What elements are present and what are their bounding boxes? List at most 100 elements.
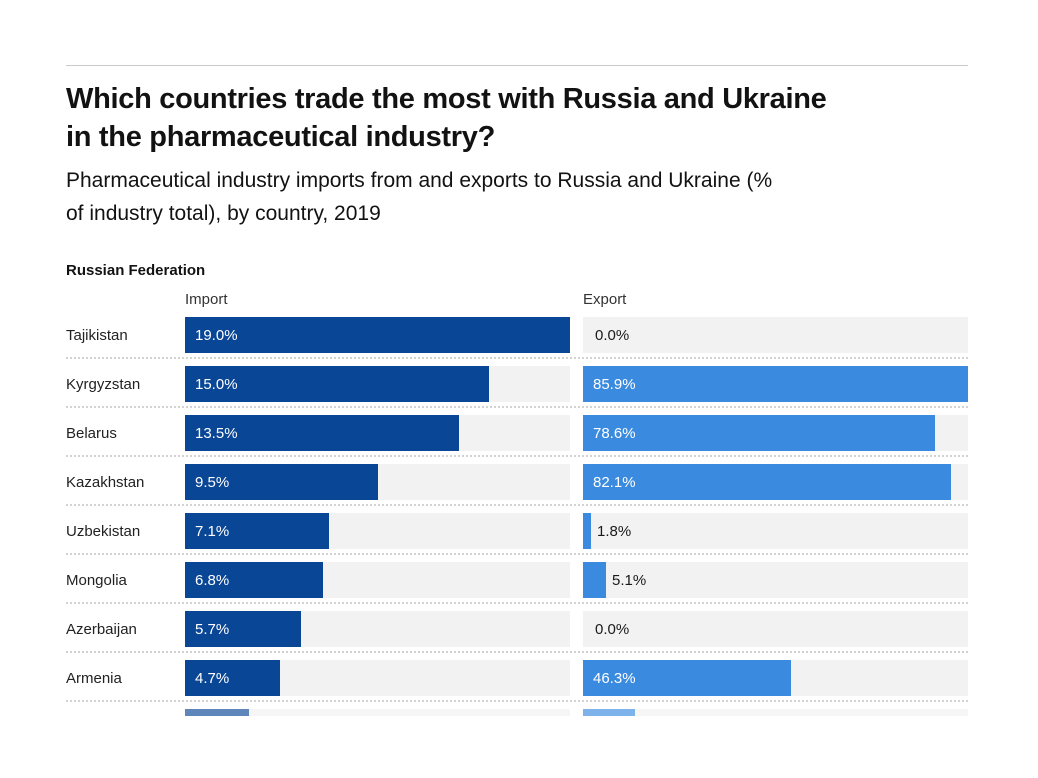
- import-bar-track: 13.5%: [185, 415, 570, 451]
- export-bar: [583, 660, 791, 696]
- clipped-country-row: [66, 709, 968, 716]
- row-separator: [66, 651, 968, 653]
- country-row: Mongolia 6.8% 5.1%: [66, 562, 968, 611]
- country-row: Kazakhstan 9.5% 82.1%: [66, 464, 968, 513]
- row-separator: [66, 504, 968, 506]
- import-bar-track: 9.5%: [185, 464, 570, 500]
- export-value-label: 1.8%: [597, 522, 632, 540]
- import-value-label: 6.8%: [195, 571, 230, 589]
- page-subtitle: Pharmaceutical industry imports from and…: [66, 164, 968, 230]
- country-label: Uzbekistan: [66, 522, 141, 540]
- export-bar-track: 82.1%: [583, 464, 968, 500]
- export-bar: [583, 366, 968, 402]
- import-bar: [185, 366, 489, 402]
- import-value-label: 19.0%: [195, 326, 238, 344]
- column-gap: [570, 415, 583, 451]
- import-bar: [185, 709, 249, 716]
- export-bar-track: 85.9%: [583, 366, 968, 402]
- export-value-label: 78.6%: [593, 424, 636, 442]
- import-bar-track: 7.1%: [185, 513, 570, 549]
- country-row: Armenia 4.7% 46.3%: [66, 660, 968, 709]
- column-gap: [570, 611, 583, 647]
- export-bar-track: 5.1%: [583, 562, 968, 598]
- import-bar: [185, 611, 301, 647]
- import-bar-track: [185, 709, 570, 716]
- export-value-label: 0.0%: [595, 620, 630, 638]
- export-bar-track: 0.0%: [583, 317, 968, 353]
- import-bar: [185, 562, 323, 598]
- export-value-label: 82.1%: [593, 473, 636, 491]
- column-header-export: Export: [583, 291, 627, 308]
- import-value-label: 4.7%: [195, 669, 230, 687]
- group-label: Russian Federation: [66, 262, 206, 279]
- country-label: [66, 709, 185, 716]
- country-label: Belarus: [66, 424, 117, 442]
- import-value-label: 9.5%: [195, 473, 230, 491]
- page-title: Which countries trade the most with Russ…: [66, 80, 968, 156]
- import-bar-track: 4.7%: [185, 660, 570, 696]
- row-separator: [66, 602, 968, 604]
- column-gap: [570, 660, 583, 696]
- export-bar: [583, 464, 951, 500]
- page-subtitle-line-2: of industry total), by country, 2019: [66, 202, 381, 225]
- import-bar: [185, 513, 329, 549]
- column-gap: [570, 709, 583, 716]
- import-bar-track: 6.8%: [185, 562, 570, 598]
- country-label: Kyrgyzstan: [66, 375, 141, 393]
- import-value-label: 5.7%: [195, 620, 230, 638]
- export-bar-track: 1.8%: [583, 513, 968, 549]
- import-value-label: 7.1%: [195, 522, 230, 540]
- export-bar-track: 46.3%: [583, 660, 968, 696]
- column-gap: [570, 464, 583, 500]
- export-bar: [583, 513, 591, 549]
- import-value-label: 15.0%: [195, 375, 238, 393]
- import-bar: [185, 660, 280, 696]
- country-row: Tajikistan 19.0% 0.0%: [66, 317, 968, 366]
- import-bar: [185, 317, 570, 353]
- column-gap: [570, 562, 583, 598]
- top-divider: [66, 65, 968, 66]
- country-label: Kazakhstan: [66, 473, 145, 491]
- row-separator: [66, 406, 968, 408]
- export-bar-track: [583, 709, 968, 716]
- row-separator: [66, 455, 968, 457]
- export-bar: [583, 562, 606, 598]
- column-header-import: Import: [185, 291, 228, 308]
- country-label: Azerbaijan: [66, 620, 137, 638]
- import-bar: [185, 415, 459, 451]
- country-row: Kyrgyzstan 15.0% 85.9%: [66, 366, 968, 415]
- page-title-line-2: in the pharmaceutical industry?: [66, 121, 496, 153]
- export-value-label: 85.9%: [593, 375, 636, 393]
- export-bar: [583, 709, 635, 716]
- import-bar-track: 5.7%: [185, 611, 570, 647]
- export-value-label: 5.1%: [612, 571, 647, 589]
- import-bar-track: 15.0%: [185, 366, 570, 402]
- export-bar-track: 0.0%: [583, 611, 968, 647]
- import-value-label: 13.5%: [195, 424, 238, 442]
- column-gap: [570, 366, 583, 402]
- country-row: Azerbaijan 5.7% 0.0%: [66, 611, 968, 660]
- page-title-line-1: Which countries trade the most with Russ…: [66, 83, 827, 115]
- row-separator: [66, 357, 968, 359]
- column-gap: [570, 291, 583, 308]
- import-bar: [185, 464, 378, 500]
- column-gap: [570, 317, 583, 353]
- column-headers: Import Export: [66, 291, 968, 308]
- export-value-label: 46.3%: [593, 669, 636, 687]
- bar-rows: Tajikistan 19.0% 0.0% Kyrgyzstan 15.0% 85.9% B…: [66, 317, 968, 716]
- export-bar-track: 78.6%: [583, 415, 968, 451]
- column-gap: [570, 513, 583, 549]
- page-subtitle-line-1: Pharmaceutical industry imports from and…: [66, 169, 773, 192]
- row-separator: [66, 700, 968, 702]
- import-bar-track: 19.0%: [185, 317, 570, 353]
- country-label: Armenia: [66, 669, 122, 687]
- export-value-label: 0.0%: [595, 326, 630, 344]
- country-row: Uzbekistan 7.1% 1.8%: [66, 513, 968, 562]
- country-label: Mongolia: [66, 571, 127, 589]
- row-separator: [66, 553, 968, 555]
- country-row: Belarus 13.5% 78.6%: [66, 415, 968, 464]
- column-header-spacer: [66, 291, 185, 308]
- export-bar: [583, 415, 935, 451]
- country-label: Tajikistan: [66, 326, 128, 344]
